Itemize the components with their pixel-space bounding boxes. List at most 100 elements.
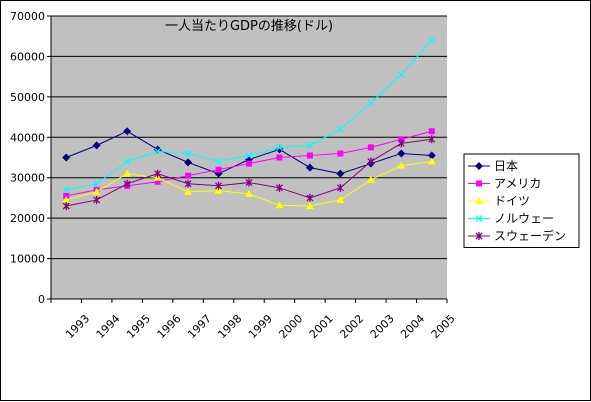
data-point [276,143,283,151]
data-point [428,135,436,144]
data-point [123,158,131,166]
x-tick-label: 1993 [63,312,92,341]
data-point [63,192,70,199]
y-tick-label: 0 [38,293,45,306]
data-point [184,158,193,167]
data-point [93,180,101,188]
x-tick-label: 2000 [276,312,305,341]
data-point [367,99,375,107]
legend-item: ノルウェー [468,212,554,226]
data-point [92,141,101,150]
x-tick-label: 1999 [246,312,275,341]
data-point [214,186,223,194]
data-point [336,195,345,203]
legend-item: ドイツ [468,194,530,208]
series-group [62,36,436,211]
data-point [154,178,161,185]
data-point [397,161,406,169]
data-point [185,172,192,179]
y-tick-label: 10000 [10,253,45,266]
y-tick-label: 60000 [10,50,45,63]
x-tick-label: 1994 [94,312,123,341]
data-point [305,202,314,210]
legend-label: アメリカ [494,177,541,191]
data-point [336,125,344,133]
data-point [245,178,253,187]
data-point [306,152,313,159]
data-point [276,183,283,192]
data-point [184,179,192,188]
data-point [62,202,70,211]
data-point [367,157,375,166]
data-point [276,154,283,161]
legend-item: スウェーデン [468,228,566,243]
data-point [184,187,193,195]
data-point [246,160,252,167]
data-point [475,162,483,170]
data-point [93,195,101,204]
series-ドイツ [62,157,436,210]
x-tick-label: 2001 [307,312,336,341]
data-point [184,149,192,157]
data-point [62,186,70,194]
x-tick-label: 1997 [185,312,214,341]
data-point [305,163,314,172]
data-point [154,147,162,155]
legend-label: スウェーデン [494,228,566,243]
data-point [475,197,483,204]
data-point [245,152,253,159]
data-point [427,157,436,165]
axes [50,16,447,300]
data-point [215,181,222,190]
data-point [215,158,222,166]
legend-label: ドイツ [494,194,530,208]
y-tick-label: 70000 [10,10,45,23]
legend-label: ノルウェー [494,212,554,226]
x-tick-label: 2002 [337,312,366,341]
data-point [123,169,132,177]
data-point [337,150,344,157]
data-point [367,144,374,151]
data-point [398,136,405,143]
data-point [154,169,162,178]
x-tick-label: 1998 [215,312,244,341]
data-point [62,195,71,203]
x-axis-ticks: 1993 1994 1995 1996 1997 1998 1999 2000 2001 2002… [50,299,458,341]
legend-label: 日本 [494,159,518,173]
data-point [476,180,482,187]
data-point [306,141,314,149]
x-tick-label: 1996 [155,312,184,341]
data-point [123,127,132,136]
chart-title: 一人当たりGDPの推移(ドル) [165,19,333,34]
x-tick-label: 2005 [429,312,458,341]
data-point [275,201,284,209]
data-point [245,189,253,197]
y-tick-label: 40000 [10,131,45,144]
legend-item: アメリカ [468,177,541,191]
legend-item: 日本 [468,159,518,173]
x-tick-label: 2003 [368,312,397,341]
data-point [397,139,405,148]
data-point [428,36,436,44]
gridlines [51,15,447,260]
series-ノルウェー [62,36,436,194]
data-point [306,193,314,202]
x-tick-label: 2004 [398,312,427,341]
data-point [475,215,483,222]
data-point [123,179,131,188]
data-point [428,128,435,135]
data-point [366,175,375,183]
data-point [397,149,406,158]
x-tick-label: 1995 [124,312,153,341]
y-axis-ticks: 0 10000 20000 30000 40000 50000 60000 70000 [10,10,51,306]
data-point [336,169,345,178]
series-スウェーデン [62,135,436,211]
data-point [475,232,483,240]
data-point [427,151,436,160]
y-tick-label: 50000 [10,91,45,104]
y-tick-label: 30000 [10,172,45,185]
data-point [336,183,344,192]
